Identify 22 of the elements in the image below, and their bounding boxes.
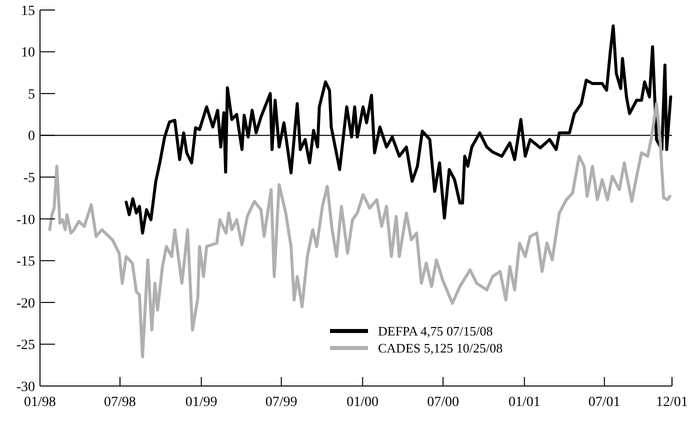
- y-tick-label: 10: [21, 46, 35, 61]
- legend-label: CADES 5,125 10/25/08: [378, 340, 503, 356]
- y-tick-label: 5: [28, 87, 35, 102]
- y-tick-label: -30: [16, 380, 35, 395]
- legend-label: DEFPA 4,75 07/15/08: [378, 324, 493, 339]
- line-series: [48, 102, 672, 358]
- x-tick-label: 07/00: [427, 395, 460, 410]
- y-tick-label: -5: [23, 171, 35, 186]
- y-tick-label: -10: [16, 212, 35, 228]
- y-tick-label: -25: [16, 338, 35, 354]
- x-tick-label: 01/00: [346, 395, 379, 410]
- y-tick-label: -20: [16, 296, 35, 312]
- y-tick-label: -15: [16, 254, 35, 270]
- y-tick-label: 15: [21, 4, 35, 19]
- x-tick-label: 07/01: [588, 395, 620, 410]
- x-tick-label: 07/98: [104, 395, 136, 410]
- x-tick-label: 01/01: [508, 395, 540, 410]
- x-tick-label: 07/99: [265, 395, 298, 410]
- x-tick-label: 12/01: [656, 395, 688, 410]
- x-tick-label: 01/99: [185, 395, 218, 410]
- y-tick-label: 0: [28, 129, 35, 144]
- x-tick-label: 01/98: [24, 395, 56, 410]
